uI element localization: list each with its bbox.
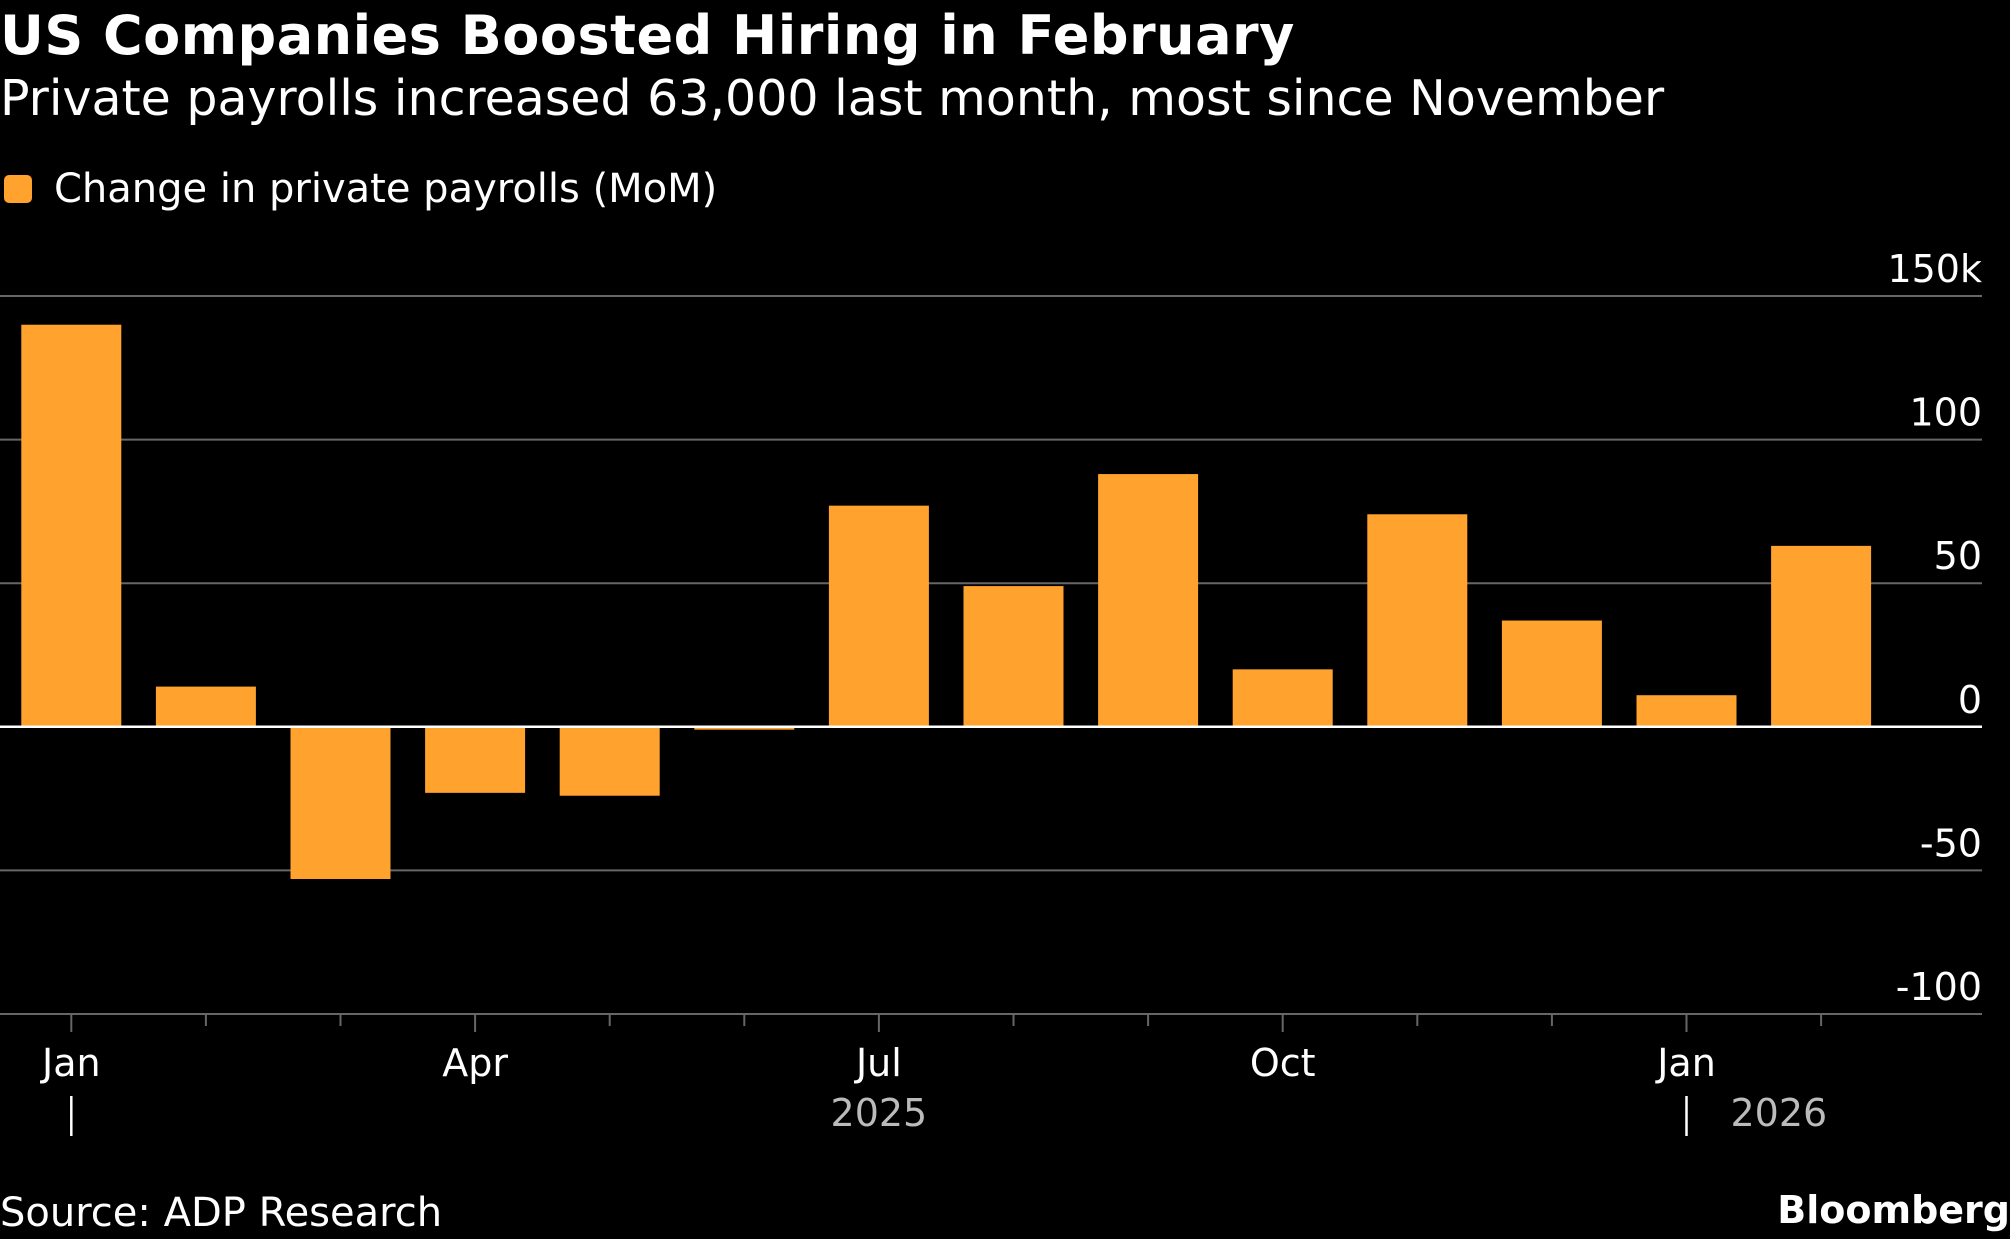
- chart-subtitle: Private payrolls increased 63,000 last m…: [0, 70, 1665, 127]
- y-tick-label: -50: [1920, 821, 1982, 865]
- y-tick-label: 0: [1958, 678, 1982, 722]
- x-tick-label: Jul: [854, 1041, 902, 1085]
- legend-label: Change in private payrolls (MoM): [54, 166, 718, 212]
- bar: [21, 324, 122, 727]
- bar: [1636, 695, 1737, 727]
- year-label: 2026: [1731, 1091, 1828, 1135]
- source-note: Source: ADP Research: [0, 1190, 443, 1236]
- legend-swatch: [4, 175, 32, 203]
- x-tick-label: Jan: [1655, 1041, 1716, 1085]
- bar: [694, 726, 795, 730]
- y-tick-label: 100: [1909, 391, 1982, 435]
- bar: [425, 726, 526, 793]
- y-tick-label: 50: [1934, 534, 1982, 578]
- bar: [290, 726, 391, 880]
- x-tick-label: Oct: [1250, 1041, 1316, 1085]
- bar: [1501, 620, 1602, 727]
- bar: [828, 505, 929, 727]
- year-label: 2025: [831, 1091, 928, 1135]
- chart-title: US Companies Boosted Hiring in February: [0, 4, 1295, 67]
- x-tick-label: Jan: [40, 1041, 101, 1085]
- bloomberg-logo: Bloomberg: [1777, 1188, 2010, 1232]
- legend: Change in private payrolls (MoM): [4, 164, 717, 214]
- bar-chart: 150k 100 50 0 -50 -100 Jan Apr Jul Oct Jan 2025 2026: [0, 247, 1982, 1136]
- x-tick-label: Apr: [442, 1041, 508, 1085]
- bar: [1771, 545, 1872, 727]
- bar: [1367, 514, 1468, 727]
- bar: [963, 586, 1064, 727]
- y-tick-label: 150k: [1887, 247, 1982, 291]
- bar: [559, 726, 660, 796]
- y-tick-label: -100: [1896, 965, 1982, 1009]
- bar: [155, 686, 256, 727]
- bar: [1098, 474, 1199, 727]
- bar: [1232, 669, 1333, 727]
